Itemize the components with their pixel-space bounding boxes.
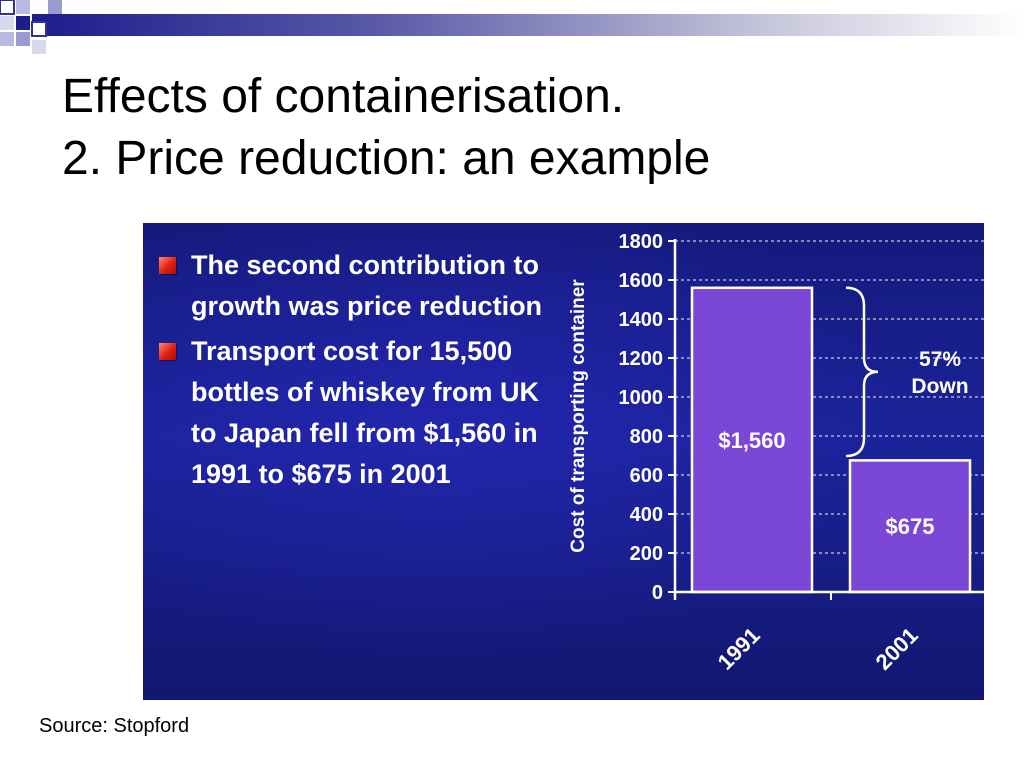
y-tick-label: 1800	[619, 231, 664, 253]
y-tick-label: 200	[630, 543, 663, 565]
y-tick-label: 800	[630, 426, 663, 448]
bullet-item: The second contribution to growth was pr…	[157, 245, 547, 327]
chart-panel: The second contribution to growth was pr…	[143, 223, 984, 700]
y-axis-label: Cost of transporting container	[568, 279, 589, 553]
x-tick-label: 1991	[713, 623, 765, 675]
bar-chart: $1,560 $675 0 200 400 600 800 1000 1200 1400 1600…	[568, 231, 984, 675]
x-tick-label: 2001	[871, 623, 923, 675]
bars: $1,560 $675	[690, 286, 972, 594]
slide-title-line-1: Effects of containerisation.	[62, 70, 625, 123]
annotation-direction: Down	[911, 375, 968, 398]
bullet-item: Transport cost for 15,500 bottles of whi…	[157, 331, 547, 495]
y-tick-label: 600	[630, 465, 663, 487]
bar-data-label: $675	[886, 514, 935, 539]
y-tick-label: 0	[652, 582, 663, 604]
y-tick-label: 1600	[619, 270, 664, 292]
y-tick-label: 400	[630, 504, 663, 526]
slide-title: Effects of containerisation. 2. Price re…	[62, 66, 710, 190]
y-tick-label: 1200	[619, 348, 664, 370]
source-note: Source: Stopford	[39, 715, 190, 737]
bullet-list: The second contribution to growth was pr…	[157, 245, 547, 499]
y-tick-label: 1400	[619, 309, 664, 331]
bar-2001	[848, 459, 972, 594]
bullet-text: The second contribution to growth was pr…	[191, 250, 543, 321]
y-tick-label: 1000	[619, 387, 664, 409]
red-square-bullet-icon	[159, 257, 176, 274]
curly-brace-icon	[845, 286, 879, 458]
annotation-percent: 57%	[919, 348, 961, 371]
slide-header-decoration	[0, 0, 1024, 54]
bar-1991	[690, 286, 814, 594]
slide-title-line-2: 2. Price reduction: an example	[62, 132, 711, 185]
bar-data-label: $1,560	[718, 428, 785, 453]
red-square-bullet-icon	[159, 343, 176, 360]
bullet-text: Transport cost for 15,500 bottles of whi…	[191, 336, 540, 489]
